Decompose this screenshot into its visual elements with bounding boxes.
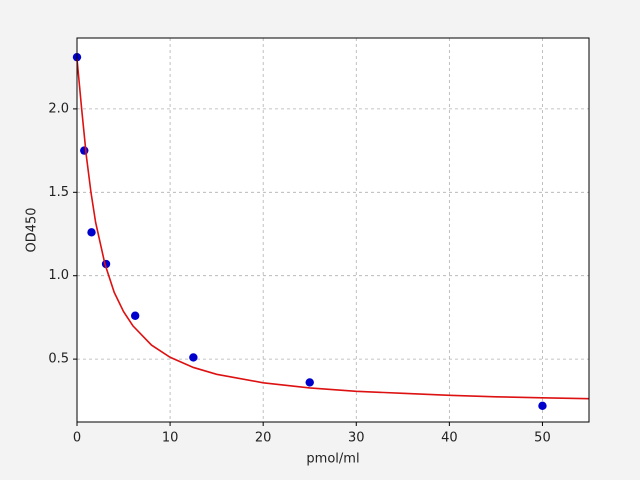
plot-frame bbox=[76, 37, 590, 423]
x-tick-label: 20 bbox=[255, 431, 272, 446]
x-tick-label: 30 bbox=[348, 431, 365, 446]
x-tick-label: 40 bbox=[441, 431, 458, 446]
y-tick-label: 0.5 bbox=[48, 352, 69, 367]
y-tick-label: 1.5 bbox=[48, 185, 69, 200]
data-point bbox=[87, 228, 96, 237]
x-tick-label: 50 bbox=[534, 431, 551, 446]
y-axis-label: OD450 bbox=[25, 207, 40, 252]
x-tick-label: 10 bbox=[162, 431, 179, 446]
data-point bbox=[80, 146, 89, 155]
data-point bbox=[305, 378, 314, 387]
data-point bbox=[538, 401, 547, 411]
fit-curve bbox=[76, 58, 590, 400]
x-axis-label: pmol/ml bbox=[306, 452, 359, 467]
plot-area bbox=[77, 38, 589, 422]
data-point bbox=[189, 353, 198, 362]
y-tick-label: 1.0 bbox=[48, 268, 69, 283]
data-point bbox=[130, 311, 140, 320]
x-tick-label: 0 bbox=[73, 431, 81, 446]
y-tick-label: 2.0 bbox=[48, 101, 69, 116]
